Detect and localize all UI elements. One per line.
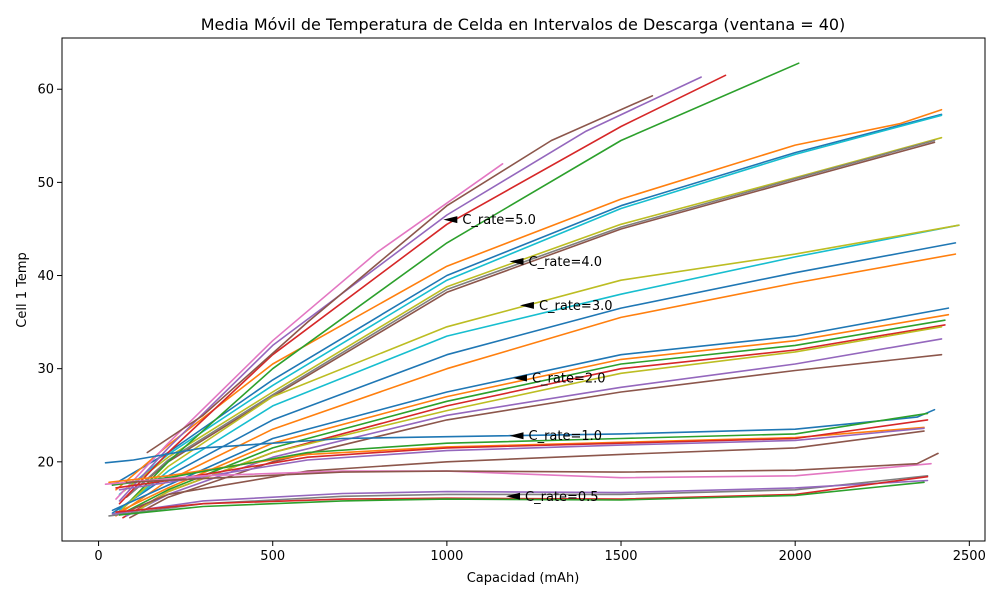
y-tick-label-0: 20 [37,455,54,470]
series-line-7 [118,74,727,505]
x-tick-label-2: 1000 [430,549,463,564]
annotation-label-3: C_rate=2.0 [532,371,606,386]
y-tick-label-4: 60 [37,83,54,98]
series-line-31 [111,479,929,515]
series-line-5 [129,139,936,496]
series-line-15 [111,307,950,512]
series-line-27 [122,430,925,514]
series-line-0 [111,113,943,486]
annotation-arrow-3 [512,374,527,382]
y-axis-label: Cell 1 Temp [15,252,30,327]
y-tick-label-2: 40 [37,269,54,284]
annotation-label-0: C_rate=5.0 [462,213,536,228]
axes-frame [61,37,986,542]
chart-title: Media Móvil de Temperatura de Celda en I… [201,15,846,34]
x-tick-label-4: 2000 [779,549,812,564]
series-line-23 [108,426,925,484]
annotation-arrow-2 [519,301,534,309]
y-tick-label-3: 50 [37,176,54,191]
series-line-20 [129,353,943,519]
series-line-21 [132,325,943,514]
x-tick-label-1: 500 [260,549,285,564]
y-tick-label-1: 30 [37,362,54,377]
x-tick-label-3: 1500 [604,549,637,564]
series-line-8 [122,62,800,510]
y-axis-ticks: 20 30 40 50 60 [37,83,62,470]
x-tick-label-0: 0 [94,549,102,564]
annotation-arrow-4 [509,432,524,440]
annotation-arrow-1 [509,258,524,266]
series-line-18 [122,324,946,519]
annotation-label-2: C_rate=3.0 [539,299,613,314]
series-line-17 [118,319,946,516]
series-line-16 [115,313,950,514]
annotation-label-4: C_rate=1.0 [529,429,603,444]
series-line-29 [125,452,939,484]
series-line-10 [146,95,654,454]
x-tick-label-5: 2500 [953,549,986,564]
series-line-6 [115,163,504,500]
series-line-26 [118,427,925,491]
series-line-14 [122,224,960,510]
series-line-3 [122,136,943,493]
series-line-33 [118,481,925,516]
series-line-13 [118,224,960,512]
series-line-32 [115,475,929,513]
annotation-arrow-5 [506,492,521,500]
series-line-9 [118,76,702,502]
x-axis-ticks: 0 500 1000 1500 2000 2500 [94,541,986,564]
x-axis-label: Capacidad (mAh) [467,571,580,586]
annotation-arrow-0 [443,216,458,224]
annotation-label-5: C_rate=0.5 [525,490,599,505]
annotations: C_rate=5.0 C_rate=4.0 C_rate=3.0 C_rate=2.0… [443,213,613,505]
annotation-label-1: C_rate=4.0 [529,255,603,270]
series-line-24 [111,412,929,486]
plot-area [104,62,960,519]
